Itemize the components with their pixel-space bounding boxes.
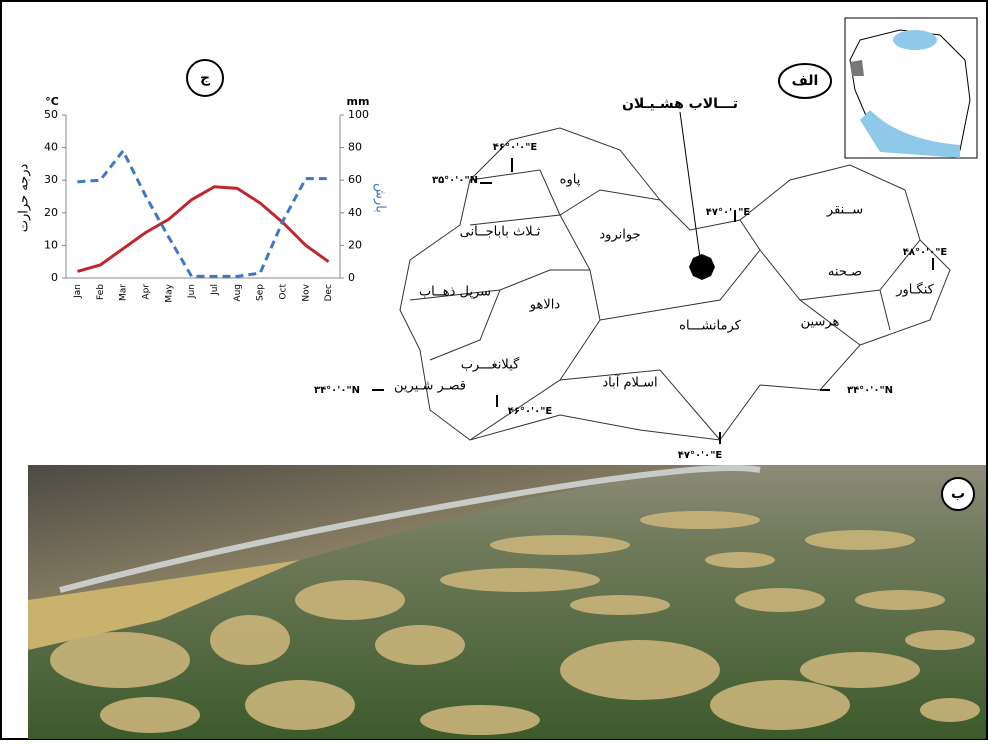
x-tick-label: Oct <box>278 284 288 300</box>
y-unit: °C <box>45 95 59 108</box>
district-label: پاوه <box>560 173 581 188</box>
district-label: کنگـاور <box>895 282 934 298</box>
wetland-label: تـــالاب هشـیـلان <box>622 96 738 112</box>
district-label: گیلانغـــرب <box>461 357 520 373</box>
panel-label: ب <box>951 486 965 502</box>
y2-unit: mm <box>347 95 370 108</box>
coordinate-label: ۴۶°۰'۰"E <box>508 406 553 417</box>
district-label: ســنقر <box>826 203 863 218</box>
panel-label: ج <box>200 70 211 86</box>
photo: ب <box>28 465 986 739</box>
district-label: دالاهو <box>529 298 561 313</box>
y2-tick-label: 20 <box>348 238 362 251</box>
x-tick-label: Jan <box>73 284 83 299</box>
district-label: صـحنه <box>828 265 862 280</box>
x-tick-label: Mar <box>119 284 129 301</box>
y-tick-label: 40 <box>44 141 58 154</box>
y-tick-label: 20 <box>44 206 58 219</box>
figure: ب تـــالاب هشـیـلان الف ج °C mm درجه حرا… <box>0 0 988 740</box>
inset-map <box>845 18 977 158</box>
y2-tick-label: 60 <box>348 173 362 186</box>
y2-tick-label: 100 <box>348 108 369 121</box>
x-tick-label: Dec <box>324 284 334 301</box>
y2-axis-title: بارش <box>373 183 388 213</box>
coordinate-label: ۴۶°۰'۰"E <box>493 142 538 153</box>
coordinate-label: ۳۴°۰'۰"N <box>847 385 893 396</box>
district-label: اسـلام آباد <box>602 374 657 391</box>
x-tick-label: Jul <box>210 284 220 296</box>
y-tick-label: 30 <box>44 173 58 186</box>
district-label: جوانرود <box>599 228 640 243</box>
y2-tick-label: 40 <box>348 206 362 219</box>
x-tick-label: Jun <box>187 284 197 299</box>
y-tick-label: 0 <box>51 271 58 284</box>
district-label: ثـلاث باباجــانی <box>460 225 541 240</box>
y2-tick-label: 80 <box>348 141 362 154</box>
coordinate-label: ۴۷°۰'۰"E <box>678 450 723 461</box>
x-tick-label: Nov <box>301 283 311 301</box>
district-label: قصـر شـیرین <box>394 379 466 394</box>
x-tick-label: Feb <box>96 284 106 300</box>
y-tick-label: 10 <box>44 238 58 251</box>
x-tick-label: Aug <box>233 284 243 302</box>
panel-label: الف <box>792 73 819 89</box>
y2-tick-label: 0 <box>348 271 355 284</box>
coordinate-label: ۳۵°۰'۰"N <box>432 175 478 186</box>
y-axis-title: درجه حرارت <box>17 164 32 233</box>
coordinate-label: ۴۸°۰'۰"E <box>903 247 948 258</box>
district-label: سرپل ذهــاب <box>419 285 491 300</box>
coordinate-label: ۳۴°۰'۰"N <box>314 385 360 396</box>
x-tick-label: Apr <box>141 284 151 300</box>
district-label: کرمانشـــاه <box>679 319 742 334</box>
x-tick-label: Sep <box>256 284 266 301</box>
y-tick-label: 50 <box>44 108 58 121</box>
district-label: هرسین <box>801 315 840 330</box>
x-tick-label: May <box>164 283 174 302</box>
coordinate-label: ۴۷°۰'۰"E <box>706 207 751 218</box>
